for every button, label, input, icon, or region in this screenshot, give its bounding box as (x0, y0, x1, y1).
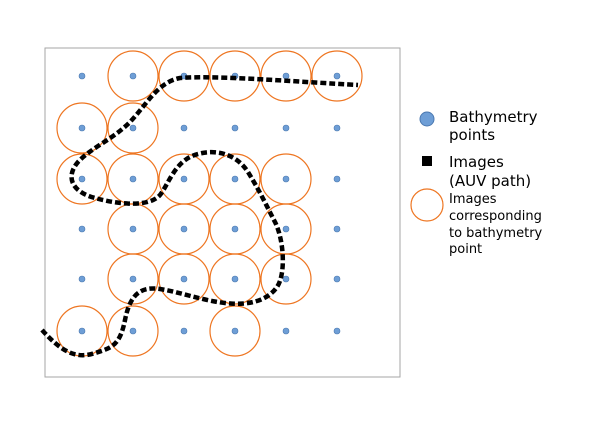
bathymetry-point (282, 72, 290, 80)
image-circle (56, 102, 108, 154)
legend-corresponding-label-4: point (449, 242, 482, 257)
bathymetry-point (333, 327, 341, 335)
bathymetry-point (231, 175, 239, 183)
image-circle (209, 253, 261, 305)
bathymetry-point (231, 327, 239, 335)
image-circle (107, 50, 159, 102)
bathymetry-point (78, 275, 86, 283)
bathymetry-point (231, 275, 239, 283)
image-circle (209, 305, 261, 357)
legend-images-symbol (422, 156, 432, 166)
bathymetry-point (282, 225, 290, 233)
bathymetry-point (129, 175, 137, 183)
bathymetry-point (333, 72, 341, 80)
bathymetry-point (333, 175, 341, 183)
bathymetry-point (129, 72, 137, 80)
bathymetry-point (180, 175, 188, 183)
legend: Bathymetry points Images (AUV path) Imag… (410, 108, 543, 257)
bathymetry-point (333, 275, 341, 283)
image-circle (209, 50, 261, 102)
auv-path (40, 75, 359, 358)
legend-bathymetry-symbol (419, 111, 435, 127)
bathymetry-point (180, 275, 188, 283)
bathymetry-point (78, 124, 86, 132)
plot-frame (44, 47, 401, 378)
legend-bathymetry-label-1: Bathymetry (449, 108, 538, 126)
bathymetry-point (231, 225, 239, 233)
bathymetry-point (333, 124, 341, 132)
legend-corresponding-symbol (410, 188, 444, 222)
legend-corresponding-label-3: to bathymetry (449, 226, 543, 241)
image-circle (107, 305, 159, 357)
image-circles (56, 50, 363, 357)
bathymetry-point (129, 327, 137, 335)
image-circle (260, 50, 312, 102)
bathymetry-point (78, 327, 86, 335)
bathymetry-point (129, 275, 137, 283)
image-circle (107, 253, 159, 305)
legend-images-label-2: (AUV path) (449, 172, 531, 190)
bathymetry-point (282, 327, 290, 335)
image-circle (107, 102, 159, 154)
bathymetry-point (129, 225, 137, 233)
legend-corresponding-label-1: Images (449, 192, 497, 207)
bathymetry-point (282, 275, 290, 283)
image-circle (260, 253, 312, 305)
image-circle (311, 50, 363, 102)
bathymetry-point (231, 124, 239, 132)
image-circle (158, 253, 210, 305)
legend-images-label-1: Images (449, 153, 504, 171)
bathymetry-point (180, 327, 188, 335)
bathymetry-point (180, 124, 188, 132)
bathymetry-point (78, 72, 86, 80)
legend-bathymetry-label-2: points (449, 126, 495, 144)
image-circle (56, 153, 108, 205)
bathymetry-points (78, 72, 341, 335)
legend-corresponding-label-2: corresponding (449, 209, 542, 224)
bathymetry-point (333, 225, 341, 233)
bathymetry-point (78, 175, 86, 183)
bathymetry-point (282, 124, 290, 132)
bathymetry-point (129, 124, 137, 132)
bathymetry-point (180, 225, 188, 233)
bathymetry-point (78, 225, 86, 233)
bathymetry-point (282, 175, 290, 183)
